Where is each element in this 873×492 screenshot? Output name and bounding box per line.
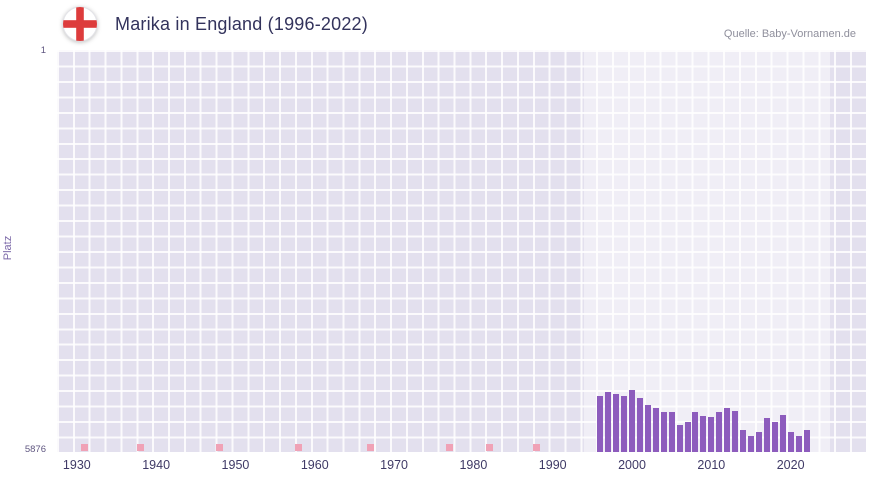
unranked-marker-1931: [81, 444, 89, 451]
bar-2002: [644, 405, 651, 452]
england-flag-icon: [60, 4, 100, 44]
bar-2003: [652, 407, 659, 452]
highlight-band: [584, 50, 831, 452]
unranked-marker-1977: [446, 444, 454, 451]
bar-2007: [684, 422, 691, 452]
x-tick-1940: 1940: [142, 458, 171, 472]
x-tick-1980: 1980: [459, 458, 488, 472]
x-tick-2020: 2020: [776, 458, 805, 472]
plot-area: [57, 50, 866, 452]
bar-2009: [700, 416, 707, 452]
x-tick-1970: 1970: [380, 458, 408, 472]
bar-2018: [771, 422, 778, 452]
bar-2005: [668, 411, 675, 452]
unranked-marker-1958: [295, 444, 303, 451]
bar-1997: [605, 392, 612, 452]
page-title: Marika in England (1996-2022): [115, 14, 368, 34]
unranked-marker-1967: [366, 444, 374, 451]
bar-2000: [629, 390, 636, 452]
bar-2021: [795, 435, 802, 452]
source-link[interactable]: Quelle: Baby-Vornamen.de: [723, 28, 856, 40]
x-tick-1950: 1950: [221, 458, 250, 472]
bar-1998: [613, 394, 620, 452]
bar-2014: [740, 429, 747, 452]
bar-2019: [779, 415, 786, 452]
bar-2020: [787, 431, 794, 452]
unranked-marker-1938: [136, 444, 144, 451]
x-tick-2000: 2000: [618, 458, 646, 472]
bar-2004: [660, 411, 667, 452]
bar-1996: [597, 396, 604, 452]
x-tick-1990: 1990: [538, 458, 567, 472]
unranked-marker-1982: [485, 444, 493, 451]
bar-2008: [692, 411, 699, 452]
bar-1999: [621, 396, 628, 452]
x-tick-1960: 1960: [300, 458, 329, 472]
bar-2011: [716, 411, 723, 452]
unranked-marker-1948: [216, 444, 224, 451]
bar-2001: [636, 398, 643, 452]
bar-2013: [732, 411, 739, 452]
header: Marika in England (1996-2022) Quelle: Ba…: [0, 0, 873, 48]
x-axis: 1930 1940 1950 1960 1970 1980 1990 2000 2010 2020: [57, 458, 866, 478]
bar-2016: [755, 431, 762, 452]
unranked-marker-1988: [533, 444, 541, 451]
y-tick-bottom: 5876: [24, 444, 46, 455]
bar-2015: [747, 435, 754, 452]
bar-2010: [708, 416, 715, 452]
x-tick-1930: 1930: [62, 458, 91, 472]
bar-2022: [803, 429, 810, 452]
bar-2012: [724, 407, 731, 452]
y-tick-top: 1: [40, 45, 46, 56]
x-tick-2010: 2010: [697, 458, 726, 472]
bar-2006: [676, 424, 683, 452]
y-axis-label: Platz: [2, 235, 15, 261]
bar-2017: [763, 418, 770, 452]
